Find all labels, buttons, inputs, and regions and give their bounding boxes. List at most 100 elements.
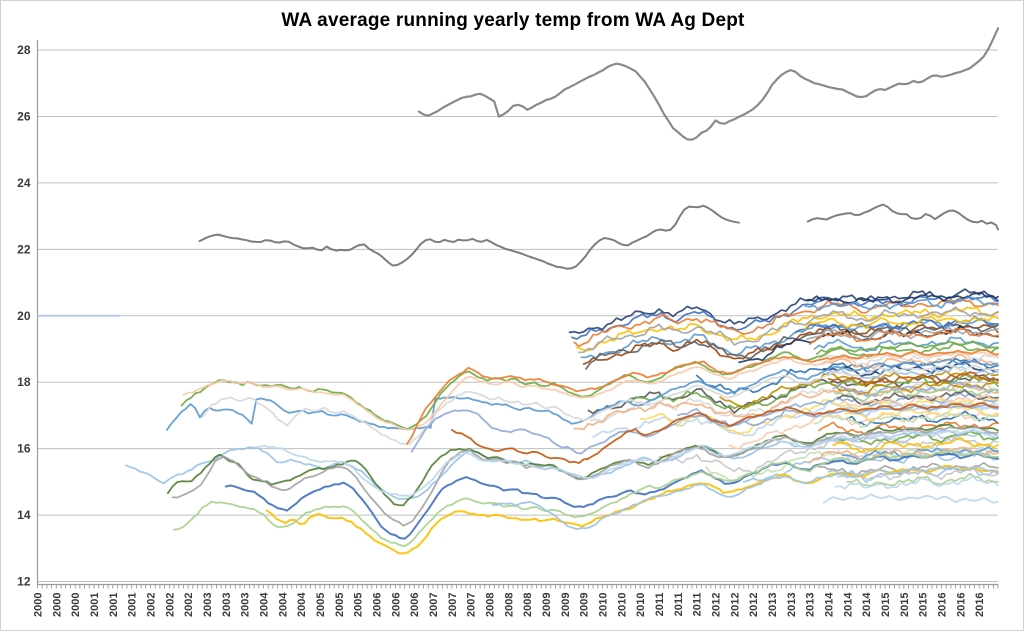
ensemble-series-line xyxy=(815,342,999,359)
svg-text:2015: 2015 xyxy=(899,593,911,617)
svg-text:2007: 2007 xyxy=(447,593,459,617)
ensemble-series-line xyxy=(813,336,999,353)
svg-text:2014: 2014 xyxy=(842,592,854,617)
svg-text:2005: 2005 xyxy=(315,593,327,617)
svg-text:2013: 2013 xyxy=(786,593,798,617)
ensemble-series-line xyxy=(834,386,999,403)
svg-text:2005: 2005 xyxy=(353,593,365,617)
series-mid-gray-b xyxy=(806,203,999,231)
svg-text:22: 22 xyxy=(17,242,31,256)
svg-text:2002: 2002 xyxy=(183,593,195,617)
svg-text:2016: 2016 xyxy=(974,593,986,617)
svg-text:2011: 2011 xyxy=(654,593,666,617)
svg-text:2006: 2006 xyxy=(409,593,421,617)
ensemble-series-line xyxy=(832,436,999,453)
svg-text:2011: 2011 xyxy=(673,593,685,617)
ensemble-series-line xyxy=(573,297,999,348)
svg-text:24: 24 xyxy=(17,176,31,190)
svg-text:2005: 2005 xyxy=(334,593,346,617)
svg-text:2012: 2012 xyxy=(748,593,760,617)
ensemble-series-line xyxy=(808,327,999,345)
ensemble-series-line xyxy=(834,475,999,490)
ensemble-series-line xyxy=(844,405,999,421)
svg-text:2007: 2007 xyxy=(428,593,440,617)
gridlines xyxy=(37,49,998,582)
ensemble-series-line xyxy=(827,371,999,387)
svg-text:2016: 2016 xyxy=(937,593,949,617)
series-orange-18 xyxy=(406,349,999,445)
svg-text:16: 16 xyxy=(17,442,31,456)
chart-title: WA average running yearly temp from WA A… xyxy=(281,10,745,31)
series-tan-18 xyxy=(182,351,999,431)
svg-text:2015: 2015 xyxy=(918,593,930,617)
svg-text:2014: 2014 xyxy=(824,592,836,617)
series-green-18 xyxy=(180,340,999,430)
series-lightgray-17 xyxy=(201,363,999,446)
svg-text:2004: 2004 xyxy=(277,592,289,617)
x-axis-labels: 2000 2000 2000 2001 2001 2001 2002 2002 2002 2003… xyxy=(33,592,987,617)
ensemble-series-line xyxy=(808,446,999,463)
ensemble-series-line xyxy=(804,315,999,330)
series-lightblue-15 xyxy=(125,428,999,500)
svg-text:2012: 2012 xyxy=(729,593,741,617)
ensemble-series-line xyxy=(587,374,999,415)
svg-text:2016: 2016 xyxy=(955,593,967,617)
svg-text:2006: 2006 xyxy=(372,593,384,617)
series-bottom-paleblue xyxy=(822,493,999,504)
series-darkorange-16 xyxy=(450,402,999,464)
ensemble-series-line xyxy=(822,431,999,444)
x-axis-ticks xyxy=(37,584,999,589)
ensemble-series-line xyxy=(568,288,999,334)
svg-text:2009: 2009 xyxy=(560,593,572,617)
svg-text:2004: 2004 xyxy=(296,592,308,617)
series-mid-gray-a xyxy=(198,204,740,270)
ensemble-series-line xyxy=(571,294,999,340)
svg-text:2000: 2000 xyxy=(70,593,82,617)
svg-text:28: 28 xyxy=(17,43,31,57)
y-axis-labels: 12 14 16 18 20 22 24 26 28 xyxy=(17,43,31,589)
svg-text:2009: 2009 xyxy=(541,593,553,617)
ensemble-series-line xyxy=(804,296,999,311)
ensemble-series-line xyxy=(837,466,999,482)
svg-text:2002: 2002 xyxy=(146,593,158,617)
svg-text:2002: 2002 xyxy=(164,593,176,617)
svg-text:2011: 2011 xyxy=(692,593,704,617)
svg-text:2007: 2007 xyxy=(466,593,478,617)
ensemble-series-line xyxy=(813,412,999,429)
svg-text:2014: 2014 xyxy=(861,592,873,617)
ensemble-series-line xyxy=(578,306,999,354)
svg-text:2008: 2008 xyxy=(503,593,515,617)
svg-text:2010: 2010 xyxy=(616,593,628,617)
svg-text:20: 20 xyxy=(17,309,31,323)
svg-text:18: 18 xyxy=(17,375,31,389)
svg-text:12: 12 xyxy=(17,575,31,589)
svg-text:2003: 2003 xyxy=(202,593,214,617)
svg-text:2008: 2008 xyxy=(485,593,497,617)
svg-text:2003: 2003 xyxy=(240,593,252,617)
svg-text:2001: 2001 xyxy=(89,593,101,617)
series-lightblue-14 xyxy=(491,466,999,530)
ensemble-series-line xyxy=(592,399,999,438)
series-lightgreen-14 xyxy=(173,450,999,547)
svg-text:14: 14 xyxy=(17,508,31,522)
svg-text:2001: 2001 xyxy=(108,593,120,617)
svg-text:2008: 2008 xyxy=(522,593,534,617)
svg-text:2000: 2000 xyxy=(33,593,45,617)
svg-text:2010: 2010 xyxy=(598,593,610,617)
series-paleblue-16 xyxy=(253,429,999,498)
svg-text:2006: 2006 xyxy=(390,593,402,617)
ensemble-series-line xyxy=(837,389,999,406)
ensemble-series-line xyxy=(839,393,999,408)
ensemble-series-line xyxy=(832,381,999,398)
svg-text:2013: 2013 xyxy=(805,593,817,617)
svg-text:26: 26 xyxy=(17,109,31,123)
svg-text:2003: 2003 xyxy=(221,593,233,617)
svg-text:2009: 2009 xyxy=(579,593,591,617)
series-upper-gray xyxy=(417,27,1000,141)
ensemble-series-line xyxy=(728,411,999,450)
ensemble-series-line xyxy=(820,353,999,370)
svg-text:2004: 2004 xyxy=(259,592,271,617)
svg-text:2010: 2010 xyxy=(635,593,647,617)
